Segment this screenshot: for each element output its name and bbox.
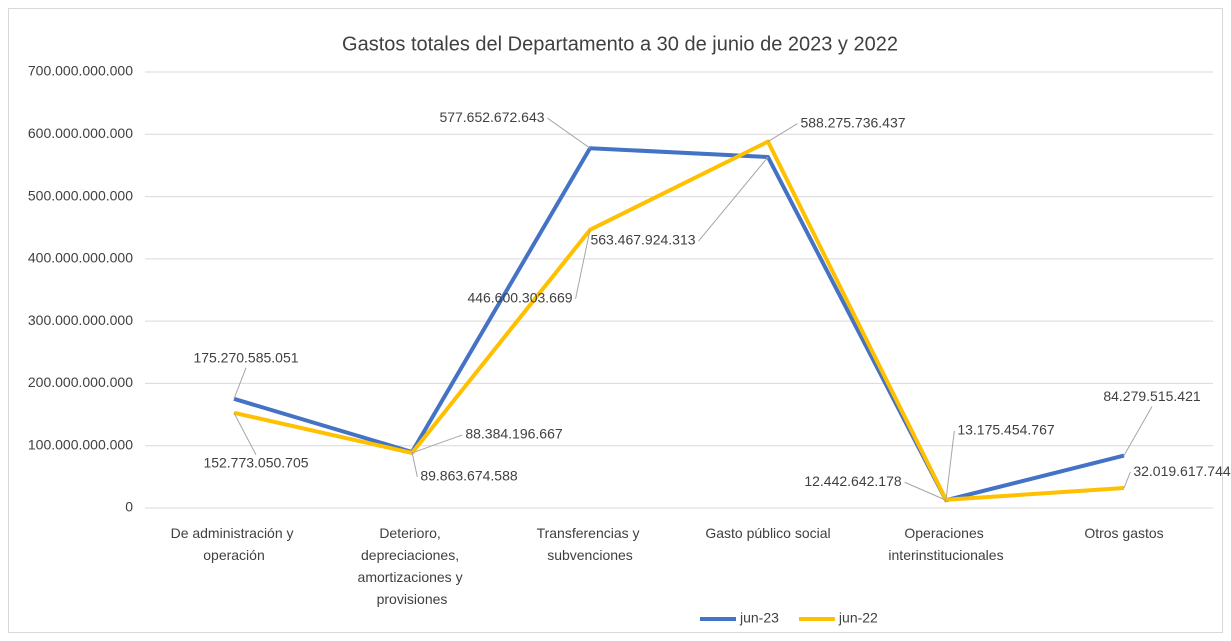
data-label: 12.442.642.178 <box>804 473 902 489</box>
y-tick-label: 400.000.000.000 <box>28 250 133 266</box>
x-tick-line: Deterioro, <box>379 525 444 541</box>
leader-line <box>411 434 463 454</box>
y-tick-label: 100.000.000.000 <box>28 436 133 452</box>
x-tick-label: Deterioro, depreciaciones, amortizacione… <box>358 525 467 607</box>
y-tick-label: 300.000.000.000 <box>28 312 133 328</box>
data-label: 84.279.515.421 <box>1103 388 1201 404</box>
leader-line <box>411 451 418 478</box>
x-tick-line: Transferencias y <box>537 525 644 541</box>
leader-line <box>1123 406 1153 456</box>
x-tick-line: Otros gastos <box>1084 525 1163 541</box>
leader-line <box>698 156 769 242</box>
leader-line <box>767 123 798 143</box>
x-tick-line: provisiones <box>377 591 448 607</box>
x-tick-line: depreciaciones, <box>361 547 463 563</box>
x-tick-label: De administración y operación <box>171 525 298 563</box>
x-tick-line: amortizaciones y <box>358 569 467 585</box>
x-tick-label: Gasto público social <box>705 525 830 541</box>
data-label: 13.175.454.767 <box>957 421 1055 437</box>
data-label: 89.863.674.588 <box>420 468 518 484</box>
x-tick-line: Gasto público social <box>705 525 830 541</box>
y-tick-label: 700.000.000.000 <box>28 63 133 79</box>
leader-line <box>1123 471 1131 489</box>
data-label: 563.467.924.313 <box>590 232 695 248</box>
x-tick-label: Otros gastos <box>1084 525 1163 541</box>
x-tick-line: Operaciones <box>904 525 987 541</box>
y-tick-label: 0 <box>125 499 133 515</box>
data-label: 175.270.585.051 <box>193 350 298 366</box>
chart-border <box>8 8 1223 633</box>
leader-line <box>233 412 257 456</box>
series-line <box>233 146 1125 503</box>
y-tick-label: 200.000.000.000 <box>28 374 133 390</box>
data-label: 88.384.196.667 <box>465 426 563 442</box>
leader-line <box>945 430 955 500</box>
y-tick-label: 500.000.000.000 <box>28 187 133 203</box>
x-tick-label: Operaciones interinstitucionales <box>888 525 1003 563</box>
leader-line <box>233 367 247 400</box>
data-label: 577.652.672.643 <box>439 109 544 125</box>
x-tick-line: interinstitucionales <box>888 547 1003 563</box>
chart-title: Gastos totales del Departamento a 30 de … <box>342 33 898 55</box>
x-tick-label: Transferencias y subvenciones <box>537 525 644 563</box>
x-tick-line: subvenciones <box>547 547 633 563</box>
x-tick-line: operación <box>203 547 265 563</box>
leader-line <box>904 481 947 501</box>
y-tick-label: 600.000.000.000 <box>28 125 133 141</box>
leader-line <box>547 117 591 149</box>
data-label: 446.600.303.669 <box>467 290 572 306</box>
data-label: 152.773.050.705 <box>203 455 308 471</box>
series-line <box>233 139 1125 502</box>
legend-label: jun-22 <box>838 610 878 626</box>
x-tick-line: De administración y <box>171 525 298 541</box>
leader-line <box>575 229 591 299</box>
data-label: 588.275.736.437 <box>800 114 905 130</box>
legend-label: jun-23 <box>739 610 779 626</box>
data-label: 32.019.617.744 <box>1133 463 1231 479</box>
